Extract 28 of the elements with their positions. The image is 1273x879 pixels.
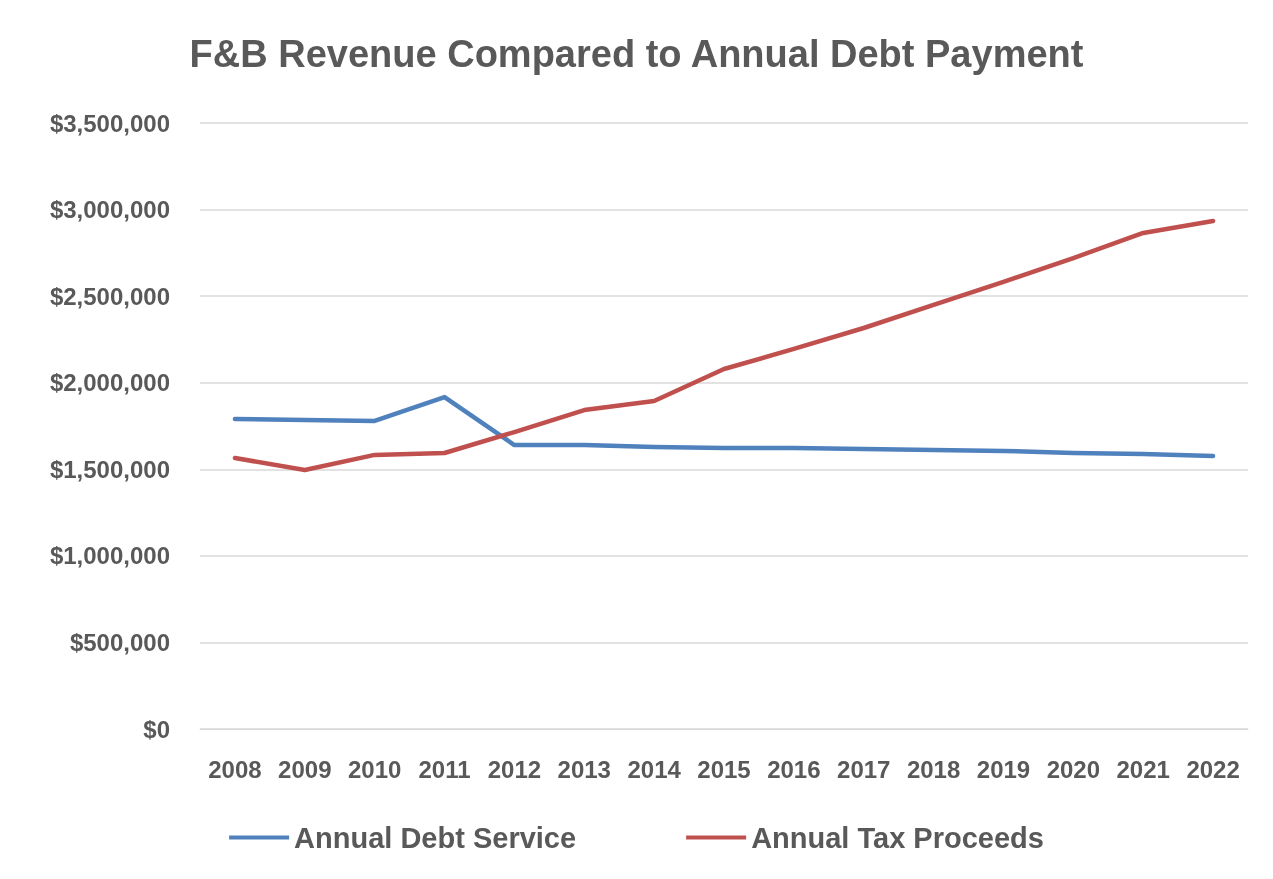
line-series	[232, 218, 1216, 473]
y-tick-label: $1,000,000	[49, 542, 170, 570]
x-tick-label: 2012	[487, 755, 542, 783]
x-tick-label: 2011	[418, 755, 471, 783]
y-tick-label: $3,500,000	[49, 109, 170, 137]
x-tick-label: 2018	[906, 755, 961, 783]
x-tick-label: 2021	[1116, 755, 1170, 783]
x-tick-label: 2010	[347, 755, 402, 783]
y-tick-label: $500,000	[69, 628, 170, 656]
x-tick-label: 2017	[837, 755, 891, 783]
legend-label: Annual Tax Proceeds	[751, 821, 1044, 854]
x-tick-label: 2020	[1046, 755, 1101, 783]
x-tick-label: 2019	[976, 755, 1031, 783]
x-tick-label: 2022	[1186, 755, 1240, 783]
x-tick-label: 2013	[557, 755, 611, 783]
x-tick-label: 2015	[697, 755, 751, 783]
y-tick-label: $2,000,000	[49, 369, 170, 397]
y-tick-label: $1,500,000	[49, 455, 170, 483]
chart-title: F&B Revenue Compared to Annual Debt Payment	[189, 33, 1084, 75]
legend-label: Annual Debt Service	[294, 821, 577, 854]
x-tick-label: 2016	[767, 755, 821, 783]
y-tick-label: $0	[143, 715, 170, 743]
x-tick-label: 2009	[278, 755, 332, 783]
y-tick-label: $2,500,000	[49, 282, 170, 310]
y-tick-label: $3,000,000	[49, 196, 170, 224]
x-tick-label: 2008	[208, 755, 262, 783]
line-series	[232, 394, 1216, 459]
x-tick-label: 2014	[627, 755, 682, 783]
